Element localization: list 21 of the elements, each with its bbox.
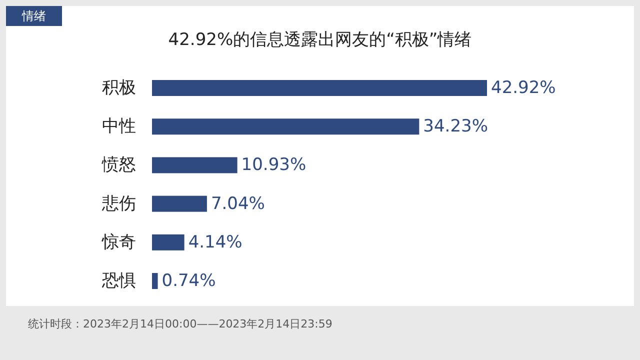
data-label: 42.92% bbox=[491, 78, 556, 98]
chart-title: 42.92%的信息透露出网友的“积极”情绪 bbox=[168, 30, 472, 50]
data-label: 34.23% bbox=[423, 116, 488, 137]
data-label: 7.04% bbox=[210, 194, 265, 214]
tag: 情绪 bbox=[6, 6, 62, 26]
y-tick-label: 愤怒 bbox=[101, 155, 136, 176]
bar bbox=[152, 118, 420, 135]
data-label: 0.74% bbox=[162, 271, 216, 291]
text: 统计时段：2023年2月14日00:00——2023年2月14日23:59 bbox=[28, 318, 332, 330]
bar bbox=[152, 157, 238, 174]
y-tick-label: 中性 bbox=[102, 116, 136, 137]
bar bbox=[152, 80, 487, 96]
y-tick-label: 积极 bbox=[102, 78, 136, 98]
bar bbox=[152, 273, 158, 289]
data-label: 4.14% bbox=[188, 232, 242, 252]
y-tick-label: 恐惧 bbox=[101, 271, 136, 291]
bar bbox=[152, 196, 207, 212]
y-tick-label: 惊奇 bbox=[101, 232, 136, 252]
bar bbox=[152, 234, 184, 250]
y-tick-label: 悲伤 bbox=[101, 194, 136, 214]
data-label: 10.93% bbox=[241, 155, 306, 176]
